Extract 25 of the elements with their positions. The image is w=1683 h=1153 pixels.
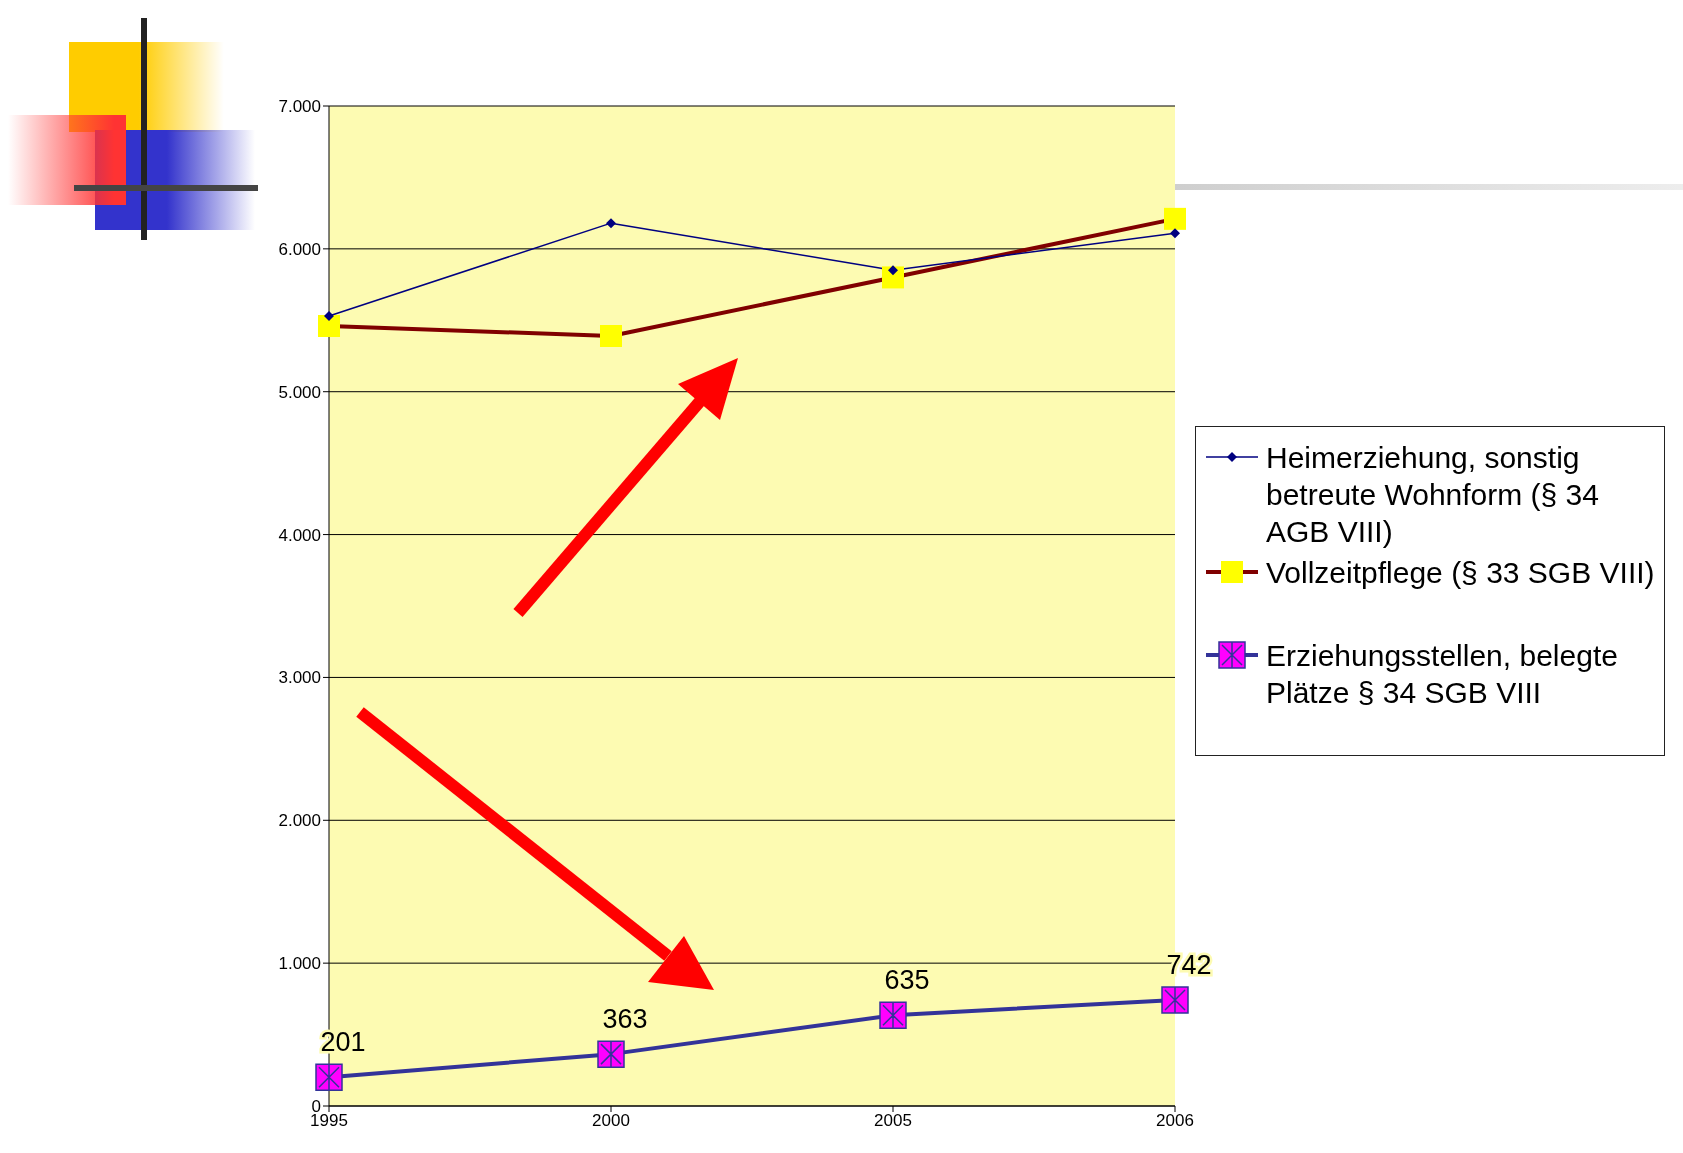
point [879,1001,907,1030]
y-tick-label: 7.000 [278,97,321,117]
legend-label: Heimerziehung, sonstig betreute Wohnform (§ 34 AGB VIII) [1266,440,1600,550]
x-tick-label: 2000 [592,1111,630,1131]
y-tick-label: 6.000 [278,239,321,259]
x-tick-label: 2005 [874,1111,912,1131]
legend-label: Erziehungsstellen, belegte Plätze § 34 SGB VIII [1266,638,1619,711]
data-label: 201 [320,1027,366,1058]
data-label: 363 [602,1004,648,1035]
y-tick-label: 2.000 [278,811,321,831]
point [597,1040,625,1068]
point [888,265,898,276]
legend-label: Vollzeitpflege (§ 33 SGB VIII) [1266,555,1655,591]
data-label: 742 [1166,950,1212,980]
y-tick-label: 4.000 [278,525,321,545]
point [324,311,334,321]
y-tick-label: 1.000 [278,954,321,974]
point [1161,986,1189,1014]
point [1170,228,1180,239]
x-tick-label: 2006 [1156,1111,1194,1131]
data-label: 635 [884,965,930,996]
point [606,218,616,229]
point [315,1063,343,1092]
y-tick-label: 5.000 [278,382,321,402]
y-tick-label: 3.000 [278,668,321,688]
